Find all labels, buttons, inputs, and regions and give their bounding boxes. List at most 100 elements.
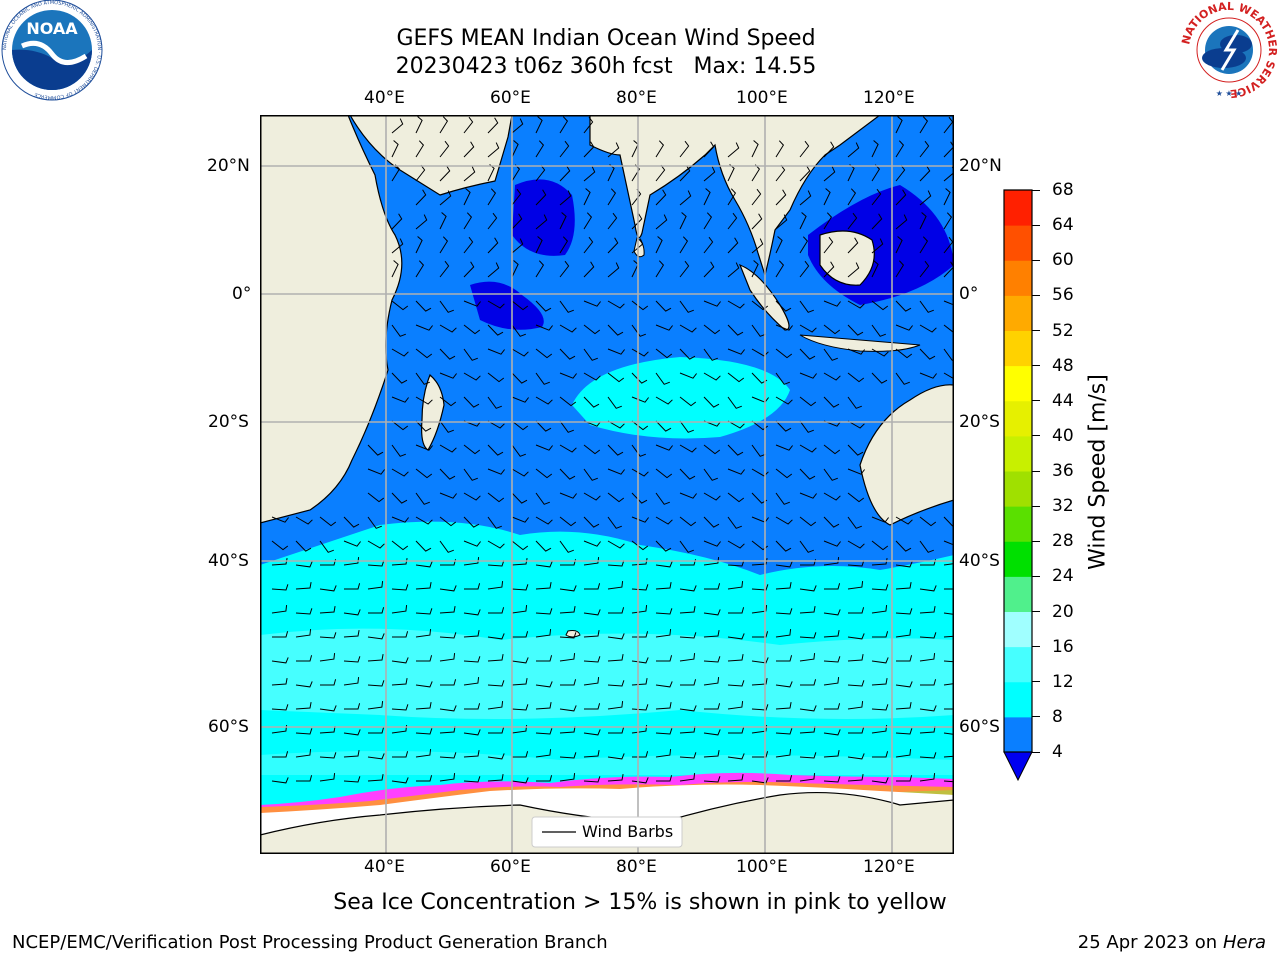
wind-barb [415,681,433,688]
wind-barb [727,633,745,640]
wind-barb [895,749,912,758]
wind-barb [319,726,336,734]
wind-barb [847,492,865,503]
wind-barb [367,516,382,529]
colorbar-tick-mark [1032,400,1040,402]
wind-barb [751,605,768,614]
wind-barb [943,635,954,638]
wind-barb [631,492,648,504]
wind-barb [439,324,457,333]
wind-barb [487,560,505,567]
wind-barb [295,702,312,710]
wind-barb [727,492,745,503]
wind-barb [655,420,672,432]
wind-barb [583,557,600,566]
wind-barb [847,212,858,230]
wind-barb [367,540,385,549]
wind-barb [391,372,408,384]
wind-barb [439,140,450,158]
wind-barb [823,540,841,547]
wind-barb [943,300,954,306]
wind-barb [679,516,697,527]
wind-barb [415,164,426,182]
footer-right: 25 Apr 2023 on Hera [1078,932,1266,953]
colorbar-tick-mark [1032,189,1040,191]
wind-barb [728,607,745,614]
colorbar-graphic [1003,189,1033,782]
colorbar-tick-label: 20 [1052,601,1074,622]
lon-tick-bottom-100e: 100°E [736,857,788,877]
wind-barb [727,468,745,475]
wind-barb [871,238,884,254]
wind-barb [895,372,910,385]
wind-barb [487,188,497,206]
wind-barb [535,214,548,230]
wind-barb [392,751,409,758]
wind-barb [919,236,929,254]
wind-barb [895,260,905,278]
wind-barb [943,188,951,206]
wind-barb [823,324,841,335]
wind-barb [727,324,744,336]
land-java [799,334,921,352]
wind-barb [584,583,601,590]
wind-barb [823,166,836,182]
wind-barb [655,681,673,688]
wind-barb [872,751,889,758]
wind-barb [295,561,313,568]
wind-barb [847,188,857,206]
wind-barb [439,585,457,592]
wind-barb [415,516,433,525]
wind-barb [631,444,646,457]
wind-barb [751,300,769,311]
lon-tick-top-40e: 40°E [364,88,405,108]
wind-barb [727,753,745,760]
wind-barb [535,702,552,710]
wind-barb [463,444,481,455]
wind-barb [271,558,288,566]
wind-barb [679,444,697,453]
wind-barb [583,372,601,381]
wind-barb [487,324,504,336]
wind-barb [415,372,430,385]
map-frame [260,115,954,854]
wind-barb [656,655,673,662]
wind-barb [367,468,385,475]
wind-barb [727,654,744,662]
wind-barb [632,631,649,638]
wind-barb [871,678,888,686]
wind-barb [583,188,591,206]
wind-barb [751,444,766,457]
wind-barb [751,657,769,664]
wind-barb [511,444,526,457]
wind-barb [463,141,475,158]
colorbar-segment-20-24 [1004,576,1032,612]
lon-tick-bottom-80e: 80°E [616,857,657,877]
wind-barb [391,260,399,278]
wind-barb [511,348,529,357]
wind-barb [319,585,337,592]
wind-barb [727,372,745,383]
svg-text:★ ★ ★: ★ ★ ★ [1216,89,1243,98]
wind-barb [871,300,889,311]
wind-barb [751,558,768,566]
wind-barb [583,656,601,663]
wind-barb [535,260,545,278]
wind-barb [847,581,864,590]
wind-barb [919,705,937,712]
wind-barb [391,584,409,591]
wind-barb [415,214,428,230]
wind-barb [751,468,769,477]
wind-barb [439,606,456,614]
wind-barb [727,560,745,567]
colorbar-segment-52-56 [1004,295,1032,331]
wind-barb [919,726,936,734]
lon-tick-top-100e: 100°E [736,88,788,108]
wind-barb [727,396,742,409]
wind-barb [391,348,409,357]
wind-barb [871,605,888,614]
wind-barb [607,753,625,760]
lat-tick-right-20s: 20°S [959,412,1000,432]
wind-barb [703,729,721,736]
wind-barb [295,681,313,688]
